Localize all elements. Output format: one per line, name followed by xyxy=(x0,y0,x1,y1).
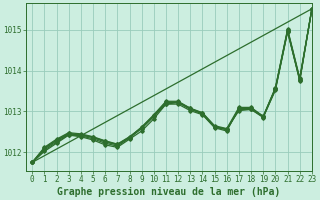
X-axis label: Graphe pression niveau de la mer (hPa): Graphe pression niveau de la mer (hPa) xyxy=(57,186,281,197)
